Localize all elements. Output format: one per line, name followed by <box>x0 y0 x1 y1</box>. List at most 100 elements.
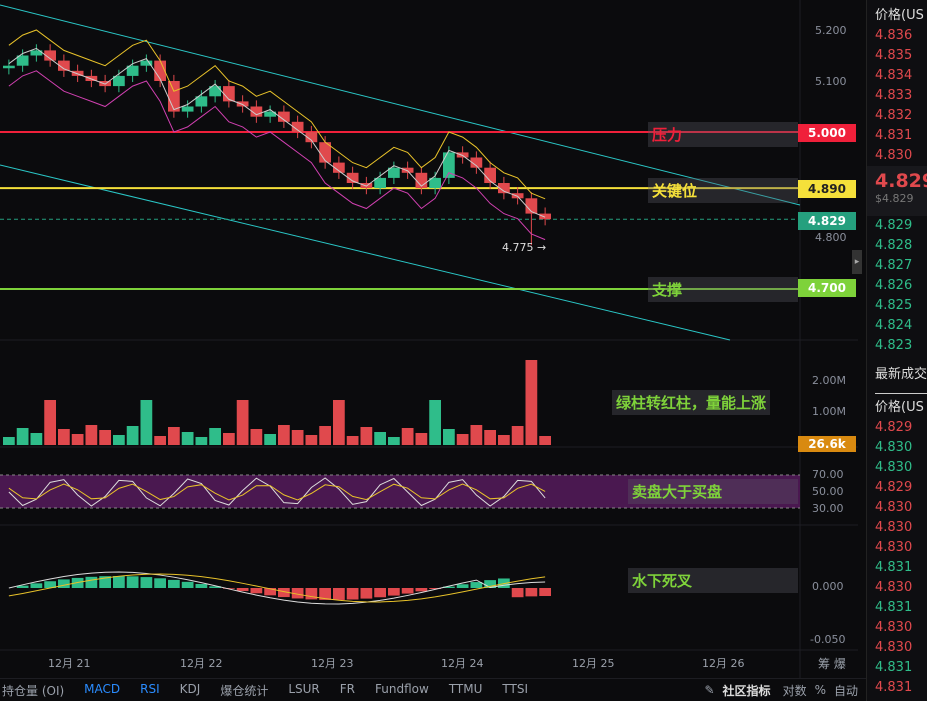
chip-liquidation-toggle[interactable]: 筹 爆 <box>818 657 846 671</box>
community-indicators-button[interactable]: 社区指标 <box>722 683 771 698</box>
bid-row[interactable]: 4.825 <box>875 298 913 313</box>
ask-row[interactable]: 4.834 <box>875 68 913 83</box>
ask-row[interactable]: 4.833 <box>875 88 913 103</box>
volume-bar <box>223 433 235 445</box>
trade-row: 4.829 <box>875 420 913 435</box>
volume-bar <box>401 428 414 445</box>
volume-bar <box>333 400 345 445</box>
volume-bar <box>71 434 84 445</box>
indicator-tab[interactable]: FR <box>339 681 356 696</box>
trade-row: 4.831 <box>875 560 913 575</box>
ask-row[interactable]: 4.832 <box>875 108 913 123</box>
volume-bar <box>278 425 290 445</box>
bid-row[interactable]: 4.824 <box>875 318 913 333</box>
volume-bar <box>511 426 524 445</box>
macd-signal-line <box>8 573 546 603</box>
trade-row: 4.831 <box>875 600 913 615</box>
date-label: 12月 26 <box>702 657 745 670</box>
indicator-tab[interactable]: 爆仓统计 <box>220 683 269 698</box>
trades-tab[interactable]: 最新成交 <box>875 364 927 394</box>
bollinger-middle <box>8 47 546 218</box>
trend-line-upper <box>0 4 801 206</box>
indicator-tab[interactable]: MACD <box>84 681 121 696</box>
trade-row: 4.830 <box>875 440 913 455</box>
ask-row[interactable]: 4.835 <box>875 48 913 63</box>
edit-icon[interactable]: ✎ <box>704 683 715 697</box>
key-level-label: 关键位 <box>648 178 798 203</box>
macd-histogram-bar <box>456 584 469 588</box>
candle <box>305 132 318 143</box>
date-label: 12月 24 <box>441 657 484 670</box>
bid-row[interactable]: 4.827 <box>875 258 913 273</box>
percent-scale-toggle[interactable]: % <box>814 683 826 697</box>
volume-bar <box>319 426 331 445</box>
bid-row[interactable]: 4.823 <box>875 338 913 353</box>
indicator-tab[interactable]: Fundflow <box>375 681 429 696</box>
volume-axis-label: 2.00M <box>812 374 846 387</box>
trend-line-lower <box>0 164 731 341</box>
candle <box>168 81 180 112</box>
volume-bar <box>388 437 400 445</box>
candle <box>291 121 304 132</box>
candle <box>278 111 290 122</box>
volume-bar <box>195 437 208 445</box>
date-label: 12月 22 <box>180 657 223 670</box>
candle <box>140 60 153 66</box>
indicator-tab[interactable]: RSI <box>140 681 160 696</box>
bid-row[interactable]: 4.828 <box>875 238 913 253</box>
indicator-tab[interactable]: LSUR <box>288 681 320 696</box>
last-price-box: 4.829 $4.829 <box>867 166 927 216</box>
candle <box>223 86 235 102</box>
price-axis-label: 5.100 <box>815 75 847 88</box>
indicator-tab[interactable]: KDJ <box>179 681 201 696</box>
price-chart[interactable] <box>0 0 858 678</box>
auto-scale-toggle[interactable]: 自动 <box>833 683 858 698</box>
candle <box>195 96 208 107</box>
ask-row[interactable]: 4.830 <box>875 148 913 163</box>
ask-row[interactable]: 4.836 <box>875 28 913 43</box>
bid-row[interactable]: 4.829 <box>875 218 913 233</box>
macd-histogram-bar <box>58 579 70 588</box>
candle <box>30 50 43 56</box>
macd-histogram-bar <box>223 588 235 589</box>
log-scale-toggle[interactable]: 对数 <box>782 683 807 698</box>
indicator-tab[interactable]: TTSI <box>502 681 529 696</box>
volume-bar <box>415 433 428 445</box>
volume-bar <box>250 429 263 445</box>
candle <box>539 213 551 220</box>
macd-histogram-bar <box>333 588 345 600</box>
last-price: 4.829 <box>875 170 927 192</box>
date-label: 12月 21 <box>48 657 91 670</box>
macd-histogram-bar <box>429 588 441 589</box>
macd-histogram-bar <box>346 588 359 600</box>
volume-bar <box>126 426 139 445</box>
volume-bar <box>484 430 496 445</box>
macd-histogram-bar <box>401 588 414 594</box>
volume-bar <box>44 400 56 445</box>
volume-bar <box>113 435 125 445</box>
macd-histogram-bar <box>374 588 386 598</box>
volume-bar <box>443 429 455 445</box>
candle <box>484 167 496 183</box>
volume-bar <box>140 400 153 445</box>
macd-histogram-bar <box>319 588 331 600</box>
trade-row: 4.830 <box>875 460 913 475</box>
volume-current-tag: 26.6k <box>798 436 856 452</box>
macd-histogram-bar <box>195 583 208 588</box>
orderbook-panel: 价格(US 4.836 4.835 4.834 4.833 4.832 4.831 4.83… <box>866 0 927 701</box>
macd-histogram-bar <box>16 585 29 588</box>
bid-row[interactable]: 4.826 <box>875 278 913 293</box>
volume-bar <box>30 433 43 445</box>
indicator-tab[interactable]: TTMU <box>448 681 483 696</box>
trade-row: 4.831 <box>875 680 913 695</box>
volume-bar <box>305 435 318 445</box>
macd-histogram-bar <box>388 588 400 596</box>
macd-histogram-bar <box>443 586 455 588</box>
ask-row[interactable]: 4.831 <box>875 128 913 143</box>
volume-bar <box>168 427 180 445</box>
trade-row: 4.830 <box>875 500 913 515</box>
collapse-panel-button[interactable]: ▸ <box>852 250 862 274</box>
indicator-tab[interactable]: 持仓量 (OI) <box>2 683 65 698</box>
macd-histogram-bar <box>305 588 318 600</box>
candle <box>126 65 139 76</box>
